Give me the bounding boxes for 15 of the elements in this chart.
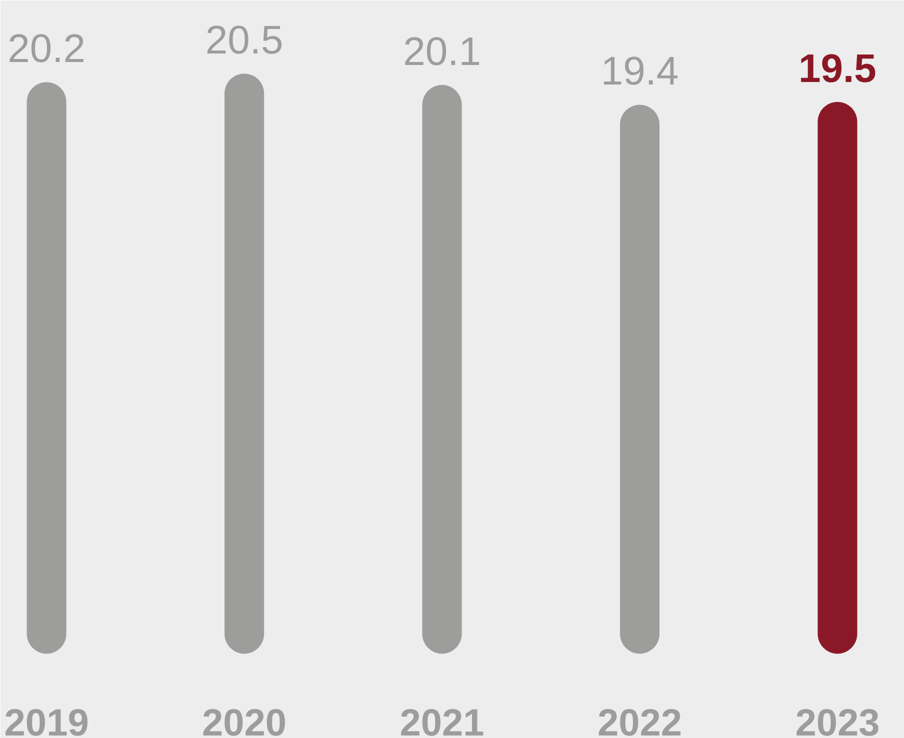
data-label: 19.4 bbox=[600, 50, 679, 94]
data-label: 20.2 bbox=[8, 27, 86, 72]
x-tick-label: 2022 bbox=[597, 702, 682, 738]
x-tick-label: 2021 bbox=[400, 702, 484, 738]
bar bbox=[224, 74, 264, 654]
data-label: 19.5 bbox=[798, 46, 876, 91]
bar bbox=[422, 84, 462, 654]
x-tick-label: 2020 bbox=[202, 702, 287, 738]
x-tick-label: 2023 bbox=[795, 702, 880, 738]
data-label: 20.1 bbox=[403, 30, 481, 74]
bar bbox=[26, 82, 66, 654]
x-tick-label: 2019 bbox=[4, 702, 89, 738]
bar bbox=[818, 102, 858, 654]
data-label: 20.5 bbox=[205, 18, 284, 63]
bar bbox=[620, 104, 660, 654]
